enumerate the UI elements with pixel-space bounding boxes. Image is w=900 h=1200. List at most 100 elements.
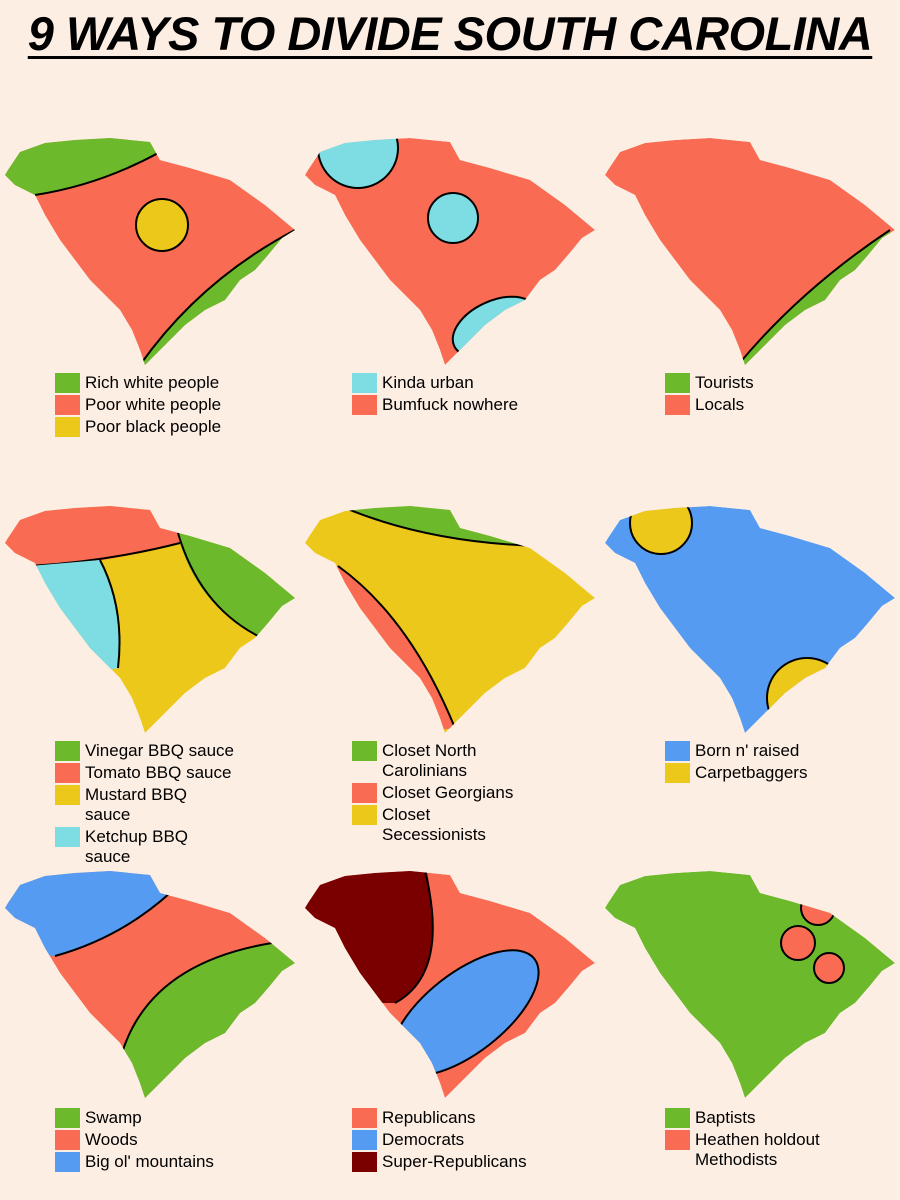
legend-label: Vinegar BBQ sauce <box>85 741 234 760</box>
map-regions <box>5 871 295 1098</box>
legend-swatch <box>352 1130 377 1150</box>
region <box>317 138 399 189</box>
legend-label: Tomato BBQ sauce <box>85 763 232 782</box>
legend-entry: Bumfuck nowhere <box>352 395 518 415</box>
legend-swatch <box>55 827 80 847</box>
legend-swatch <box>55 763 80 783</box>
state-map <box>305 506 595 733</box>
legend-label: Born n' raised <box>695 741 800 760</box>
legend-label: Mustard BBQ sauce <box>85 785 188 824</box>
base-region <box>305 138 595 365</box>
state-map <box>5 138 295 365</box>
base-region <box>605 871 895 1098</box>
legend-entry: Born n' raised <box>665 741 807 761</box>
legend-swatch <box>55 417 80 437</box>
legend-label: Baptists <box>695 1108 756 1127</box>
legend-entry: Swamp <box>55 1108 214 1128</box>
state-map <box>5 871 295 1098</box>
legend-entry: Kinda urban <box>352 373 518 393</box>
legend-swatch <box>352 1108 377 1128</box>
divider <box>34 151 161 196</box>
legend-label: Swamp <box>85 1108 142 1127</box>
base-region <box>605 506 895 733</box>
legend: Tourists Locals <box>665 373 754 417</box>
legend-entry: Super-Republicans <box>352 1152 527 1172</box>
legend-entry: Heathen holdout Methodists <box>665 1130 845 1170</box>
legend-swatch <box>352 783 377 803</box>
state-map <box>305 138 595 365</box>
legend-label: Locals <box>695 395 745 414</box>
legend-swatch <box>352 805 377 825</box>
legend-entry: Rich white people <box>55 373 221 393</box>
state-map <box>605 871 895 1098</box>
legend-entry: Poor black people <box>55 417 221 437</box>
legend-entry: Big ol' mountains <box>55 1152 214 1172</box>
region <box>305 871 433 1003</box>
legend-swatch <box>352 373 377 393</box>
legend-swatch <box>665 395 690 415</box>
legend-swatch <box>55 395 80 415</box>
legend-swatch <box>665 373 690 393</box>
legend-swatch <box>55 373 80 393</box>
legend-label: Carpetbaggers <box>695 763 808 782</box>
state-map <box>605 138 895 365</box>
region <box>780 925 816 961</box>
legend-swatch <box>665 1108 690 1128</box>
legend-label: Closet Secessionists <box>382 805 486 844</box>
legend-entry: Carpetbaggers <box>665 763 807 783</box>
state-map <box>605 506 895 733</box>
region <box>813 952 845 984</box>
map-regions <box>605 138 895 365</box>
base-region <box>305 506 595 733</box>
region <box>766 657 848 733</box>
map-regions <box>305 871 595 1098</box>
legend-entry: Ketchup BBQ sauce <box>55 827 235 867</box>
region <box>5 506 180 568</box>
divider <box>177 532 263 639</box>
legend: Kinda urban Bumfuck nowhere <box>352 373 518 417</box>
divider <box>121 942 273 1054</box>
legend-label: Closet North Carolinians <box>382 741 477 780</box>
legend-label: Rich white people <box>85 373 220 392</box>
legend-entry: Tomato BBQ sauce <box>55 763 235 783</box>
legend-entry: Closet Secessionists <box>352 805 532 845</box>
map-regions <box>605 506 895 733</box>
legend: Closet North Carolinians Closet Georgians… <box>352 741 532 847</box>
legend-entry: Closet North Carolinians <box>352 741 532 781</box>
region <box>5 138 165 195</box>
map-regions <box>5 506 295 733</box>
divider <box>99 559 121 669</box>
legend-label: Tourists <box>695 373 754 392</box>
legend-label: Republicans <box>382 1108 476 1127</box>
legend-entry: Tourists <box>665 373 754 393</box>
title: 9 WAYS TO DIVIDE SOUTH CAROLINA <box>27 7 873 60</box>
legend-label: Poor white people <box>85 395 222 414</box>
legend-swatch <box>352 1152 377 1172</box>
divider <box>344 507 541 547</box>
legend-swatch <box>55 1152 80 1172</box>
region <box>5 558 120 698</box>
base-region <box>605 138 895 365</box>
legend-label: Heathen holdout Methodists <box>695 1130 820 1169</box>
legend-swatch <box>665 1130 690 1150</box>
legend: Vinegar BBQ sauce Tomato BBQ sauce Mustard… <box>55 741 235 869</box>
legend-label: Woods <box>85 1130 138 1149</box>
region <box>629 506 693 555</box>
legend-label: Big ol' mountains <box>85 1152 214 1171</box>
legend-entry: Mustard BBQ sauce <box>55 785 235 825</box>
map-regions <box>305 138 595 365</box>
map-regions <box>305 506 595 733</box>
legend-entry: Woods <box>55 1130 214 1150</box>
legend-entry: Baptists <box>665 1108 845 1128</box>
legend-label: Ketchup BBQ sauce <box>85 827 189 866</box>
legend-swatch <box>55 785 80 805</box>
legend-label: Bumfuck nowhere <box>382 395 519 414</box>
legend-swatch <box>352 741 377 761</box>
legend: Republicans Democrats Super-Republicans <box>352 1108 527 1174</box>
divider <box>54 892 171 957</box>
legend: Born n' raised Carpetbaggers <box>665 741 807 785</box>
legend: Swamp Woods Big ol' mountains <box>55 1108 214 1174</box>
legend: Baptists Heathen holdout Methodists <box>665 1108 845 1172</box>
